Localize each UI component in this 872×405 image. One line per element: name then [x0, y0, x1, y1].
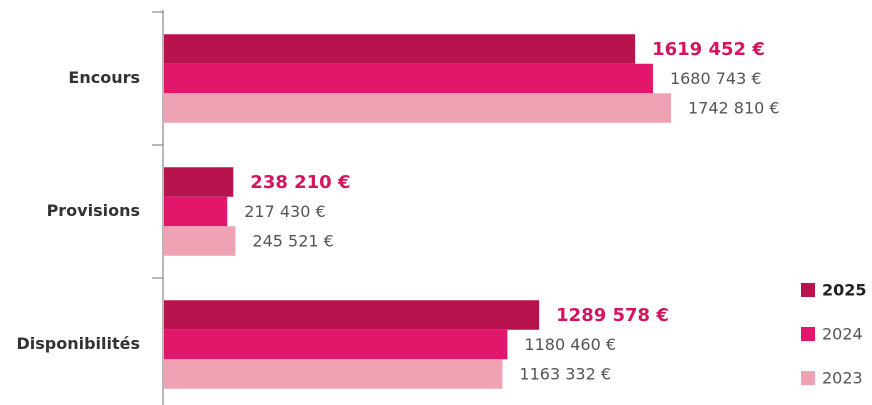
- category-label: Encours: [68, 68, 140, 87]
- value-label: 217 430 €: [244, 202, 325, 221]
- bar: [164, 329, 508, 360]
- bar: [164, 63, 653, 94]
- value-label: 1742 810 €: [688, 99, 780, 118]
- bar: [164, 359, 503, 389]
- value-label: 1163 332 €: [519, 365, 611, 384]
- value-label: 1680 743 €: [670, 69, 762, 88]
- bar: [164, 226, 236, 256]
- legend-swatch: [801, 371, 815, 385]
- category-label: Disponibilités: [16, 334, 140, 353]
- bar: [164, 300, 540, 330]
- legend-swatch: [801, 283, 815, 297]
- value-label: 1180 460 €: [524, 335, 616, 354]
- value-label: 245 521 €: [252, 232, 333, 251]
- bar: [164, 196, 228, 227]
- value-label: 1619 452 €: [652, 39, 765, 60]
- value-label: 238 210 €: [250, 172, 350, 193]
- bar: [164, 167, 234, 197]
- bar: [164, 93, 671, 123]
- value-label: 1289 578 €: [556, 305, 669, 326]
- legend-label: 2024: [822, 325, 863, 344]
- bar: [164, 34, 636, 64]
- legend-label: 2025: [822, 281, 867, 300]
- category-label: Provisions: [47, 201, 140, 220]
- legend-label: 2023: [822, 369, 863, 388]
- legend-swatch: [801, 327, 815, 341]
